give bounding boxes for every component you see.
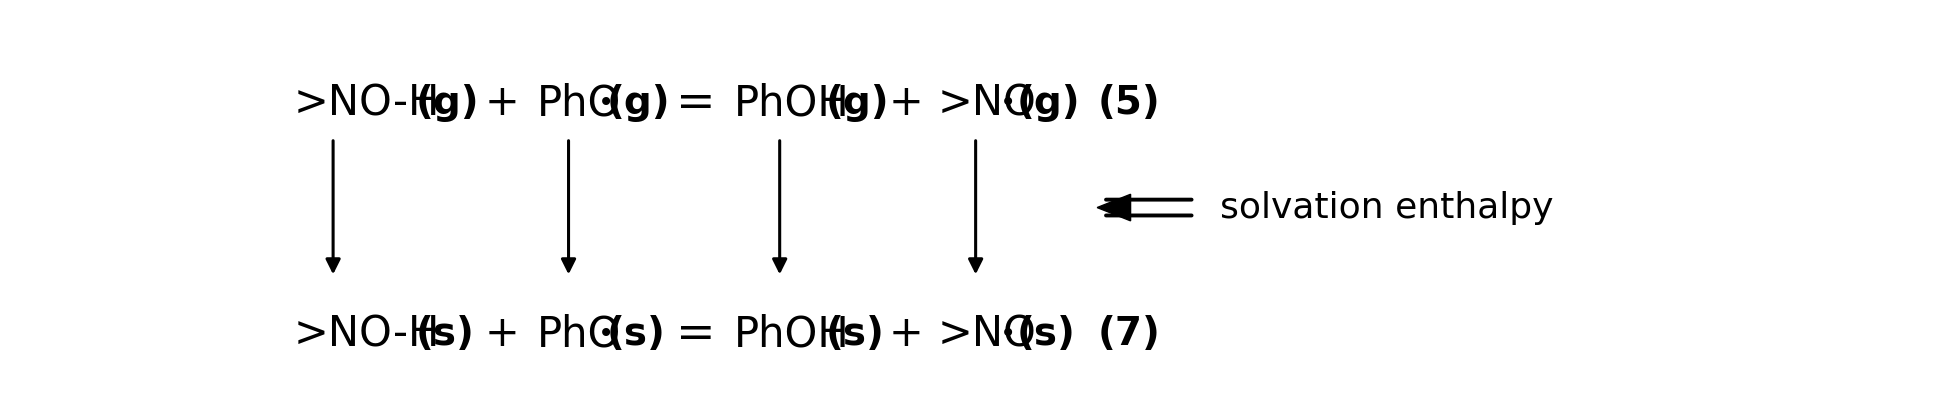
Text: >NO-H: >NO-H	[294, 313, 439, 355]
Text: +: +	[484, 313, 519, 355]
Text: PhO: PhO	[537, 82, 621, 124]
Text: (g): (g)	[825, 84, 890, 122]
Text: (s): (s)	[416, 315, 474, 353]
Text: (s): (s)	[1017, 315, 1076, 353]
Text: (7): (7)	[1098, 315, 1160, 353]
Text: >NO-H: >NO-H	[294, 82, 439, 124]
Text: (5): (5)	[1098, 84, 1160, 122]
Text: PhOH: PhOH	[735, 82, 851, 124]
Text: solvation enthalpy: solvation enthalpy	[1221, 191, 1554, 224]
Text: (g): (g)	[1017, 84, 1080, 122]
Text: >NO: >NO	[937, 82, 1037, 124]
Text: +: +	[890, 82, 923, 124]
Text: >NO: >NO	[937, 313, 1037, 355]
Text: •: •	[598, 89, 613, 117]
Text: (s): (s)	[606, 315, 664, 353]
Text: •: •	[1000, 89, 1015, 117]
Text: =: =	[676, 81, 715, 126]
Text: •: •	[598, 320, 613, 348]
Text: +: +	[484, 82, 519, 124]
Text: +: +	[890, 313, 923, 355]
Text: PhO: PhO	[537, 313, 621, 355]
Text: •: •	[1000, 320, 1015, 348]
Polygon shape	[1098, 194, 1131, 221]
Text: (g): (g)	[416, 84, 478, 122]
Text: =: =	[676, 312, 715, 357]
Text: (s): (s)	[825, 315, 884, 353]
Text: (g): (g)	[606, 84, 670, 122]
Text: PhOH: PhOH	[735, 313, 851, 355]
